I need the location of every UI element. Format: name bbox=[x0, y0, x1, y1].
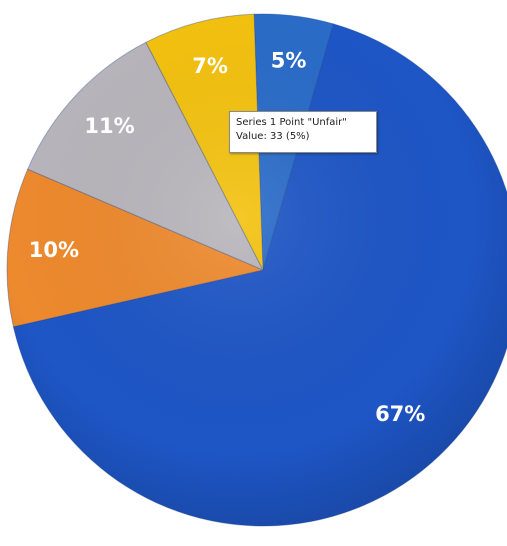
tooltip-value: Value: 33 (5%) bbox=[236, 131, 310, 142]
slice-data-label: 67% bbox=[375, 402, 425, 426]
slice-data-label: 5% bbox=[271, 49, 307, 73]
slice-data-label: 10% bbox=[29, 238, 79, 262]
data-point-tooltip: Series 1 Point "Unfair" Value: 33 (5%) bbox=[229, 111, 377, 153]
slice-data-label: 7% bbox=[192, 54, 228, 78]
tooltip-series-point: Series 1 Point "Unfair" bbox=[236, 117, 347, 128]
slice-data-label: 11% bbox=[84, 114, 134, 138]
